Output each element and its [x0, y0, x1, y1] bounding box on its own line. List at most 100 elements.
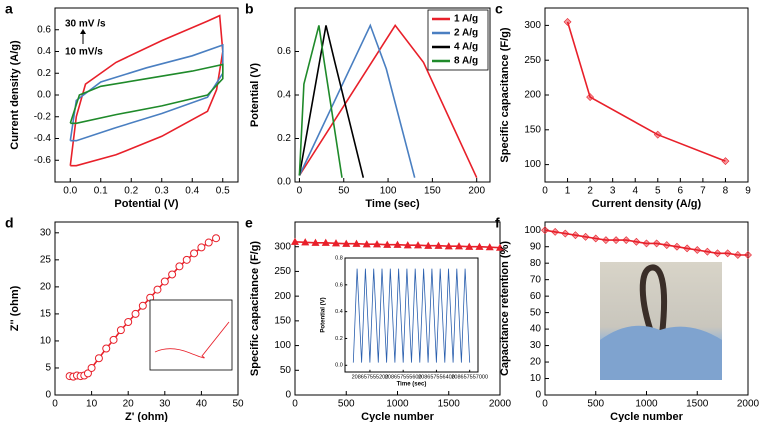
- y-tick-label: 0.2: [37, 68, 51, 79]
- marker: [632, 237, 641, 246]
- marker: [413, 241, 423, 249]
- y-tick-label: 0.4: [37, 46, 51, 57]
- marker: [561, 229, 570, 238]
- marker: [212, 234, 221, 243]
- marker: [721, 157, 730, 166]
- marker: [591, 234, 600, 243]
- x-tick-label: 50: [338, 186, 350, 197]
- marker: [541, 226, 549, 235]
- x-tick-label: 500: [587, 399, 604, 410]
- marker: [109, 335, 118, 344]
- x-tick-label: 50: [232, 399, 244, 410]
- x-axis-label: Cycle number: [361, 411, 434, 422]
- marker: [87, 363, 96, 372]
- y-tick-label: -0.6: [34, 155, 52, 166]
- panel-label: c: [495, 1, 503, 17]
- x-tick-label: 8: [723, 186, 729, 197]
- x-axis-label: Potential (V): [114, 198, 179, 210]
- x-tick-label: 6: [678, 186, 684, 197]
- y-tick-label: 250: [524, 55, 541, 66]
- marker: [713, 249, 722, 258]
- x-tick-label: 100: [380, 186, 397, 197]
- inset-frame: [149, 299, 233, 371]
- marker: [116, 326, 125, 335]
- y-axis-label: Potential (V): [249, 63, 261, 128]
- legend-label: 8 A/g: [454, 56, 478, 67]
- y-tick-label: -0.4: [34, 133, 52, 144]
- series-line: [69, 63, 224, 125]
- marker: [168, 270, 177, 279]
- y-tick-label: 0.6: [277, 46, 291, 57]
- x-tick-label: 2: [587, 186, 593, 197]
- inset-curve: [154, 321, 230, 359]
- marker: [153, 285, 162, 294]
- x-tick-label: 7: [700, 186, 706, 197]
- y-axis-label: Specific capacitance (F/g): [499, 27, 511, 162]
- x-tick-label: 208657557000: [451, 374, 488, 380]
- y-tick-label: 0.6: [37, 24, 51, 35]
- x-tick-label: 0.2: [124, 186, 138, 197]
- y-tick-label: 100: [524, 159, 541, 170]
- marker: [485, 243, 494, 251]
- y-tick-label: 50: [280, 365, 292, 376]
- y-tick-label: 30: [40, 227, 52, 238]
- marker: [383, 240, 392, 248]
- x-axis-label: Current density (A/g): [592, 198, 702, 210]
- panel-label: b: [245, 1, 254, 17]
- marker: [290, 237, 300, 245]
- y-tick-label: 100: [274, 340, 291, 351]
- marker: [642, 239, 651, 248]
- marker: [581, 232, 590, 241]
- marker: [331, 239, 341, 247]
- panels: a 0.0 0.1 0.2 0.3 0.4 0.5 -0.6 -0.4 -0.2 0.0 0.2 0.4…: [5, 1, 760, 422]
- y-axis-label: Current density (A/g): [9, 40, 21, 150]
- marker: [204, 238, 213, 247]
- series-line: [352, 268, 471, 363]
- x-tick-label: 1: [565, 186, 571, 197]
- marker: [683, 244, 692, 253]
- y-tick-label: 0.0: [37, 90, 51, 101]
- marker: [131, 309, 140, 318]
- y-tick-label: 150: [524, 124, 541, 135]
- x-tick-label: 3: [610, 186, 616, 197]
- marker: [465, 242, 474, 250]
- marker: [444, 242, 453, 250]
- y-tick-label: 10: [40, 336, 52, 347]
- x-tick-label: 200: [468, 186, 485, 197]
- y-tick-label: 20: [530, 357, 542, 368]
- y-tick-label: 40: [530, 324, 542, 335]
- y-tick-label: 0.0: [277, 177, 291, 188]
- marker: [652, 239, 661, 248]
- photo-film: [639, 264, 668, 336]
- marker: [190, 249, 199, 258]
- marker: [301, 238, 310, 246]
- y-tick-label: 0: [535, 390, 541, 401]
- panel-label: f: [495, 215, 500, 231]
- panel-label: a: [5, 1, 13, 17]
- arrow-head: [80, 29, 86, 34]
- x-tick-label: 40: [196, 399, 208, 410]
- series-line: [69, 14, 224, 167]
- plot-frame: [544, 7, 749, 183]
- marker: [83, 369, 92, 378]
- y-tick-label: 25: [40, 254, 52, 265]
- marker: [601, 236, 610, 245]
- marker: [563, 17, 572, 26]
- annotation: 30 mV /s: [65, 19, 106, 30]
- y-axis-label: Specific capacitance (F/g): [249, 241, 261, 376]
- x-tick-label: 208657555200: [352, 374, 389, 380]
- panel-label: d: [5, 215, 14, 231]
- marker: [352, 239, 361, 247]
- marker: [495, 243, 505, 251]
- y-tick-label: 10: [530, 373, 542, 384]
- marker: [612, 236, 620, 245]
- y-tick-label: 60: [530, 291, 542, 302]
- y-axis-label: Z'' (ohm): [9, 285, 21, 331]
- x-tick-label: 9: [745, 186, 751, 197]
- y-tick-label: 15: [40, 309, 52, 320]
- marker: [673, 242, 681, 251]
- y-tick-label: 0.2: [335, 336, 343, 342]
- marker: [744, 251, 752, 259]
- legend-label: 1 A/g: [454, 14, 478, 25]
